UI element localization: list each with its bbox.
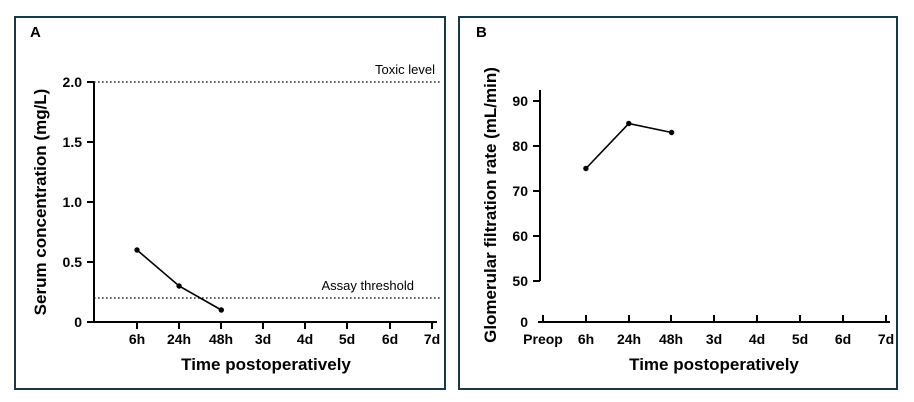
x-tick-label: 7d xyxy=(424,331,440,347)
x-tick-label: 5d xyxy=(792,331,808,347)
x-axis-title: Time postoperatively xyxy=(629,355,799,374)
series-group xyxy=(134,247,224,313)
x-tick-label: 24h xyxy=(617,331,641,347)
x-tick-label: 3d xyxy=(706,331,722,347)
data-point xyxy=(668,129,675,136)
x-tick-labels: Preop 6h 24h 48h 3d 4d 5d 6d 7d xyxy=(523,331,894,347)
x-tick-label: 5d xyxy=(339,331,355,347)
y-tick-label: 0 xyxy=(520,314,528,330)
y-tick-label: 80 xyxy=(512,138,528,154)
data-point xyxy=(583,165,589,172)
y-tick-label: 50 xyxy=(512,273,528,289)
y-tick-labels: 90 80 70 60 50 0 xyxy=(512,93,528,330)
y-axis-ticks xyxy=(87,81,94,323)
axes xyxy=(538,90,890,323)
data-point xyxy=(626,120,632,127)
x-tick-label: 4d xyxy=(297,331,313,347)
panel-b: B Glomerular filtration rate (mL/min) 90… xyxy=(458,16,898,390)
x-tick-label: Preop xyxy=(523,331,563,347)
y-tick-label: 2.0 xyxy=(63,74,83,90)
x-tick-label: 6d xyxy=(382,331,398,347)
series-line xyxy=(136,249,222,311)
x-tick-label: 6d xyxy=(835,331,851,347)
x-tick-label: 3d xyxy=(255,331,271,347)
y-axis-title: Glomerular filtration rate (mL/min) xyxy=(481,67,500,343)
x-tick-labels: 6h 24h 48h 3d 4d 5d 6d 7d xyxy=(129,331,440,347)
x-axis-ticks xyxy=(136,322,433,329)
panel-a: A Serum concentration (mg/L) 2.0 1.5 1.0 xyxy=(14,16,446,390)
y-tick-label: 60 xyxy=(512,228,528,244)
x-tick-label: 48h xyxy=(659,331,683,347)
y-tick-label: 1.0 xyxy=(63,194,83,210)
series-group xyxy=(583,120,675,172)
data-point xyxy=(218,307,224,313)
panel-letter-b: B xyxy=(476,24,487,41)
y-tick-label: 0 xyxy=(74,314,82,330)
data-point xyxy=(176,283,182,289)
y-tick-label: 90 xyxy=(512,93,528,109)
x-tick-label: 6h xyxy=(129,331,145,347)
series-line xyxy=(585,122,672,170)
data-point xyxy=(134,247,140,253)
x-axis-title: Time postoperatively xyxy=(181,355,351,374)
reference-lines xyxy=(94,81,440,299)
x-tick-label: 48h xyxy=(209,331,233,347)
y-tick-label: 0.5 xyxy=(63,254,83,270)
chart-b-glomerular-filtration-rate: B Glomerular filtration rate (mL/min) 90… xyxy=(476,24,894,374)
y-axis-ticks xyxy=(533,100,540,282)
toxic-level-label: Toxic level xyxy=(375,62,435,77)
y-tick-label: 1.5 xyxy=(63,134,83,150)
x-axis-ticks xyxy=(542,315,887,322)
y-axis-title: Serum concentration (mg/L) xyxy=(31,89,50,316)
y-tick-labels: 2.0 1.5 1.0 0.5 0 xyxy=(63,74,83,330)
x-tick-label: 4d xyxy=(749,331,765,347)
y-tick-label: 70 xyxy=(512,183,528,199)
x-tick-label: 7d xyxy=(878,331,894,347)
x-tick-label: 6h xyxy=(578,331,594,347)
assay-threshold-label: Assay threshold xyxy=(322,278,415,293)
panel-letter-a: A xyxy=(30,24,41,41)
x-tick-label: 24h xyxy=(167,331,191,347)
chart-a-serum-concentration: A Serum concentration (mg/L) 2.0 1.5 1.0 xyxy=(30,24,440,374)
